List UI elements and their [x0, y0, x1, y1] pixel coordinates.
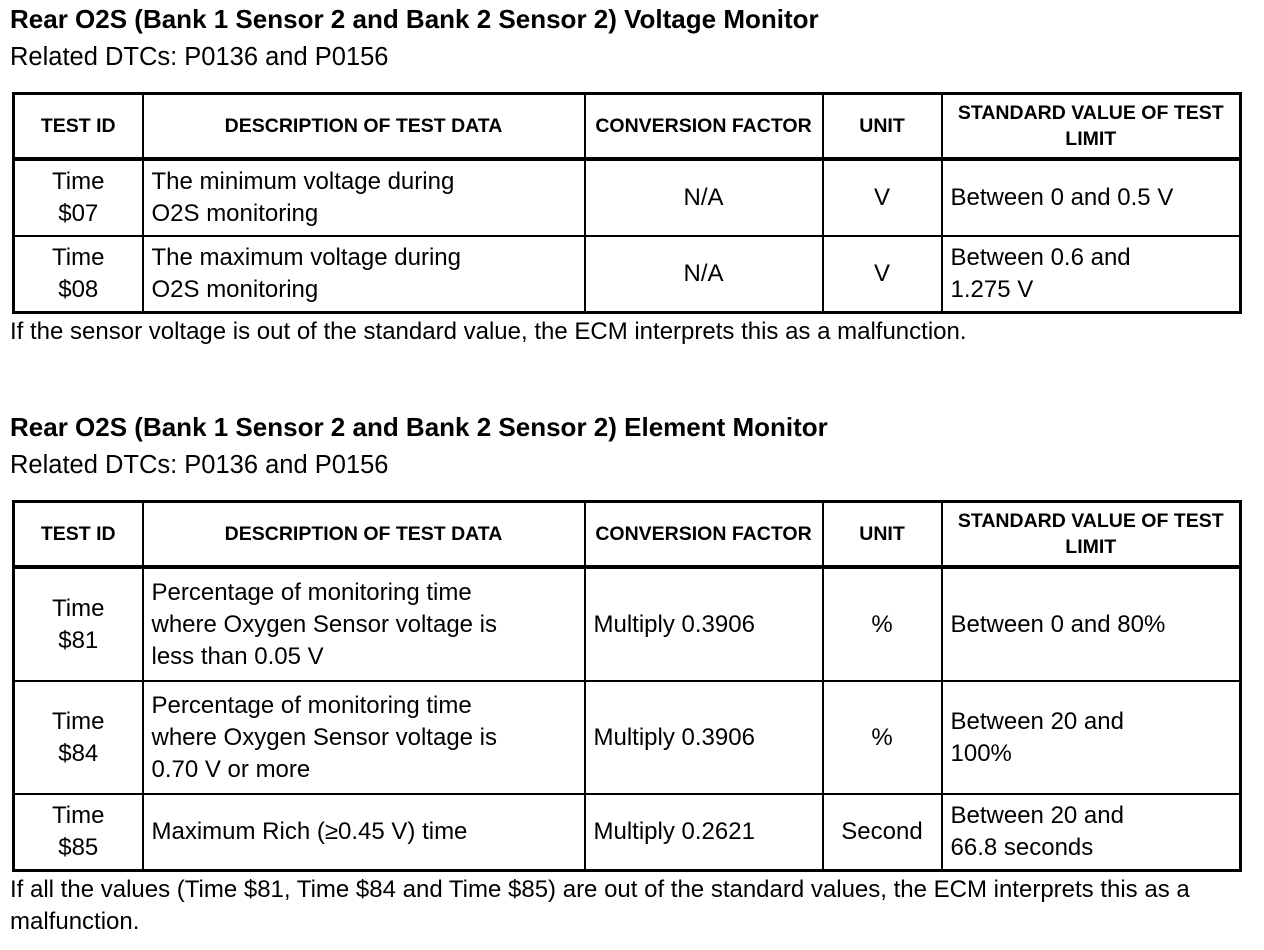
cell-conversion-factor: Multiply 0.3906 — [583, 566, 824, 682]
column-header-unit: UNIT — [821, 92, 943, 161]
table-row: Time $08 The maximum voltage during O2S mon… — [12, 235, 1242, 313]
cell-test-id: Time $08 — [12, 235, 144, 313]
section-title: Rear O2S (Bank 1 Sensor 2 and Bank 2 Sen… — [10, 412, 828, 442]
cell-line: Between 0.6 and — [950, 243, 1131, 271]
table-row: Time $07 The minimum voltage during O2S mon… — [12, 158, 1242, 237]
cell-standard-value: Between 0.6 and 1.275 V — [940, 235, 1242, 313]
cell-line: Between 0 and 0.5 V — [950, 184, 1174, 211]
column-header-test-id: TEST ID — [12, 92, 144, 161]
cell-line: Between 20 and — [950, 801, 1124, 829]
table-row: Time $85 Maximum Rich (≥0.45 V) time Multip… — [12, 793, 1242, 871]
cell-test-id: Time $85 — [12, 793, 144, 871]
cell-description: Percentage of monitoring time where Oxyge… — [141, 680, 586, 795]
cell-line: Between 20 and — [950, 707, 1124, 735]
cell-standard-value: Between 20 and 100% — [940, 680, 1242, 795]
column-header-conversion-factor: CONVERSION FACTOR — [583, 500, 824, 569]
element-monitor-section: Rear O2S (Bank 1 Sensor 2 and Bank 2 Sen… — [10, 412, 1242, 938]
cell-line: O2S monitoring — [151, 200, 319, 227]
cell-description: The minimum voltage during O2S monitoring — [141, 158, 586, 237]
table-header-row: TEST ID DESCRIPTION OF TEST DATA CONVERSIO… — [12, 500, 1242, 569]
cell-text: Multiply 0.2621 — [593, 817, 755, 845]
table-row: Time $81 Percentage of monitoring time wher… — [12, 566, 1242, 682]
cell-line: The maximum voltage during — [151, 243, 461, 271]
cell-line: $85 — [58, 833, 99, 861]
cell-line: $84 — [58, 739, 99, 767]
column-header-conversion-factor: CONVERSION FACTOR — [583, 92, 824, 161]
cell-unit: V — [821, 235, 943, 313]
cell-line: where Oxygen Sensor voltage is — [151, 723, 498, 751]
cell-text: V — [873, 259, 890, 287]
column-header-description: DESCRIPTION OF TEST DATA — [141, 92, 586, 161]
cell-unit: Second — [821, 793, 943, 871]
cell-text: Multiply 0.3906 — [593, 723, 755, 751]
cell-line: where Oxygen Sensor voltage is — [151, 610, 498, 638]
related-dtcs: Related DTCs: P0136 and P0156 — [10, 451, 389, 479]
cell-test-id: Time $84 — [12, 680, 144, 795]
table-header-row: TEST ID DESCRIPTION OF TEST DATA CONVERSIO… — [12, 92, 1242, 161]
cell-line: Maximum Rich (≥0.45 V) time — [151, 817, 468, 845]
cell-standard-value: Between 0 and 0.5 V — [940, 158, 1242, 237]
cell-line: 1.275 V — [950, 275, 1034, 303]
cell-standard-value: Between 20 and 66.8 seconds — [940, 793, 1242, 871]
cell-line: $08 — [58, 275, 99, 303]
cell-text: % — [871, 610, 893, 638]
cell-conversion-factor: Multiply 0.2621 — [583, 793, 824, 871]
related-dtcs: Related DTCs: P0136 and P0156 — [10, 43, 389, 71]
cell-text: N/A — [683, 184, 724, 211]
column-header-unit: UNIT — [821, 500, 943, 569]
cell-unit: % — [821, 680, 943, 795]
cell-line: Percentage of monitoring time — [151, 578, 472, 606]
cell-test-id: Time $81 — [12, 566, 144, 682]
voltage-monitor-section: Rear O2S (Bank 1 Sensor 2 and Bank 2 Sen… — [10, 4, 1242, 348]
cell-line: Time — [52, 707, 105, 735]
cell-description: Percentage of monitoring time where Oxyge… — [141, 566, 586, 682]
cell-line: The minimum voltage during — [151, 168, 455, 195]
column-header-description: DESCRIPTION OF TEST DATA — [141, 500, 586, 569]
cell-line: $81 — [58, 626, 99, 654]
cell-test-id: Time $07 — [12, 158, 144, 237]
section-note: If all the values (Time $81, Time $84 an… — [10, 875, 1190, 935]
cell-text: Multiply 0.3906 — [593, 610, 755, 638]
cell-unit: V — [821, 158, 943, 237]
cell-text: N/A — [683, 259, 724, 287]
cell-line: 0.70 V or more — [151, 755, 311, 783]
cell-line: O2S monitoring — [151, 275, 319, 303]
table-row: Time $84 Percentage of monitoring time wher… — [12, 680, 1242, 795]
column-header-standard-value: STANDARD VALUE OF TEST LIMIT — [940, 500, 1242, 569]
cell-conversion-factor: N/A — [583, 158, 824, 237]
cell-description: Maximum Rich (≥0.45 V) time — [141, 793, 586, 871]
cell-unit: % — [821, 566, 943, 682]
cell-line: Time — [52, 243, 105, 271]
cell-line: $07 — [58, 200, 99, 227]
cell-description: The maximum voltage during O2S monitoring — [141, 235, 586, 313]
cell-text: V — [873, 184, 890, 211]
section-title: Rear O2S (Bank 1 Sensor 2 and Bank 2 Sen… — [10, 4, 819, 34]
cell-text: % — [871, 723, 893, 751]
section-note: If the sensor voltage is out of the stan… — [10, 317, 967, 345]
test-data-table: TEST ID DESCRIPTION OF TEST DATA CONVERSIO… — [12, 500, 1242, 872]
cell-line: 66.8 seconds — [950, 833, 1094, 861]
cell-line: Percentage of monitoring time — [151, 691, 472, 719]
cell-line: Time — [52, 801, 105, 829]
cell-conversion-factor: Multiply 0.3906 — [583, 680, 824, 795]
cell-line: 100% — [950, 739, 1012, 767]
cell-line: less than 0.05 V — [151, 642, 324, 670]
column-header-standard-value: STANDARD VALUE OF TEST LIMIT — [940, 92, 1242, 161]
cell-line: Time — [52, 594, 105, 622]
cell-line: Time — [52, 168, 105, 195]
cell-conversion-factor: N/A — [583, 235, 824, 313]
cell-text: Second — [841, 817, 923, 845]
cell-standard-value: Between 0 and 80% — [940, 566, 1242, 682]
cell-line: Between 0 and 80% — [950, 610, 1166, 638]
column-header-test-id: TEST ID — [12, 500, 144, 569]
test-data-table: TEST ID DESCRIPTION OF TEST DATA CONVERSIO… — [12, 92, 1242, 314]
